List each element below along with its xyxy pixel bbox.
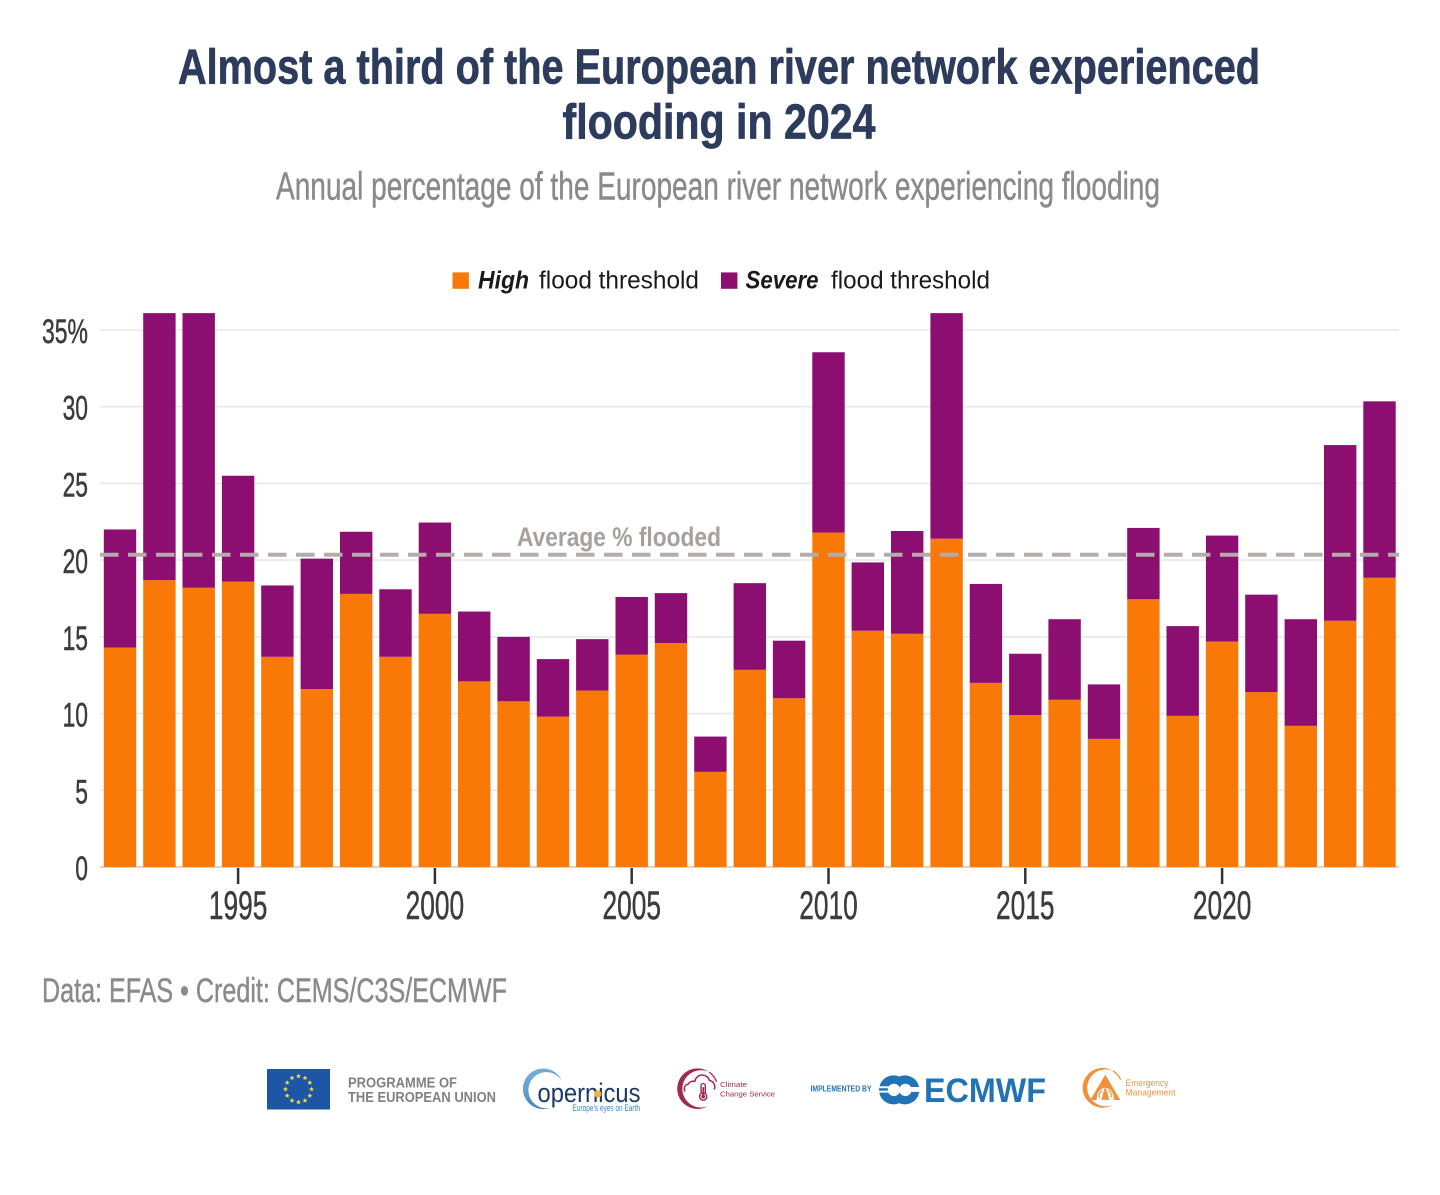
svg-text:2020: 2020 [1193, 884, 1252, 928]
svg-text:flooding in 2024: flooding in 2024 [563, 95, 876, 150]
svg-text:20: 20 [63, 543, 88, 581]
svg-text:Climate: Climate [720, 1080, 747, 1089]
svg-text:15: 15 [63, 620, 88, 658]
svg-text:Average % flooded: Average % flooded [517, 522, 721, 552]
svg-text:2005: 2005 [602, 884, 661, 928]
svg-text:Change Service: Change Service [720, 1089, 775, 1098]
svg-text:1995: 1995 [209, 884, 268, 928]
svg-text:flood threshold: flood threshold [831, 267, 990, 295]
svg-text:Annual percentage of the Europ: Annual percentage of the European river … [276, 166, 1160, 209]
svg-text:2000: 2000 [406, 884, 465, 928]
svg-text:High: High [478, 267, 529, 295]
svg-text:2010: 2010 [799, 884, 858, 928]
svg-text:5: 5 [75, 773, 88, 811]
svg-text:35%: 35% [42, 313, 88, 351]
svg-text:flood threshold: flood threshold [539, 267, 699, 295]
svg-text:Data: EFAS • Credit: CEMS/C3S/: Data: EFAS • Credit: CEMS/C3S/ECMWF [42, 972, 507, 1010]
svg-text:Emergency: Emergency [1126, 1078, 1169, 1088]
svg-text:2015: 2015 [996, 884, 1055, 928]
svg-text:Europe’s eyes on Earth: Europe’s eyes on Earth [573, 1103, 641, 1114]
svg-text:PROGRAMME OF: PROGRAMME OF [348, 1076, 457, 1092]
svg-text:IMPLEMENTED BY: IMPLEMENTED BY [811, 1085, 873, 1094]
svg-text:THE EUROPEAN UNION: THE EUROPEAN UNION [348, 1090, 496, 1106]
svg-text:10: 10 [63, 697, 88, 735]
svg-text:Severe: Severe [746, 267, 819, 295]
svg-text:30: 30 [63, 390, 88, 428]
svg-text:25: 25 [63, 466, 88, 504]
svg-text:Management: Management [1126, 1088, 1176, 1098]
svg-text:0: 0 [75, 850, 88, 888]
svg-text:ECMWF: ECMWF [924, 1072, 1046, 1110]
svg-text:opernicus: opernicus [538, 1078, 641, 1108]
svg-text:Almost a third of the European: Almost a third of the European river net… [178, 40, 1260, 95]
